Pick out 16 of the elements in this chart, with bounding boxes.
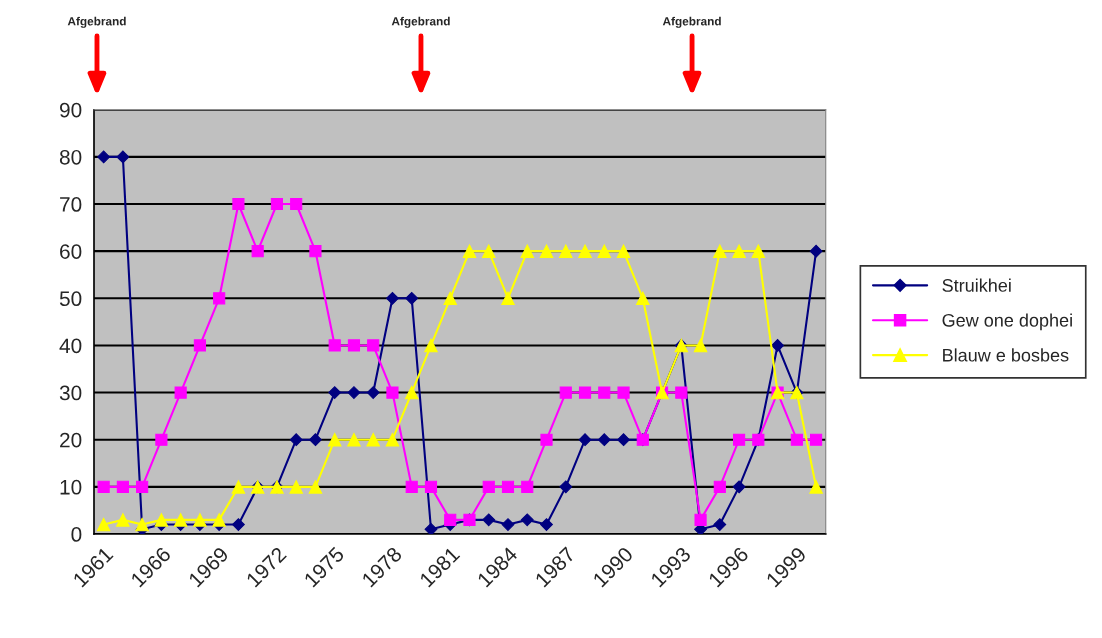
y-tick-label: 30 bbox=[59, 385, 82, 401]
text: Afgebrand bbox=[67, 16, 126, 28]
y-tick-label: 90 bbox=[60, 102, 82, 118]
text: Afgebrand bbox=[662, 16, 721, 28]
y-tick-label: 50 bbox=[59, 291, 82, 307]
y-tick-label: 80 bbox=[59, 149, 82, 165]
y-tick-label: 10 bbox=[60, 479, 82, 495]
legend-label: Struikhei bbox=[942, 278, 1011, 292]
y-tick-label: 40 bbox=[59, 338, 82, 354]
legend-label: Blauw e bosbes bbox=[943, 348, 1069, 362]
y-tick-label: 0 bbox=[71, 527, 82, 542]
y-tick-label: 70 bbox=[60, 197, 82, 212]
legend-label: Gew one dophei bbox=[942, 313, 1072, 331]
y-tick-label: 20 bbox=[60, 432, 82, 448]
text: Afgebrand bbox=[391, 16, 450, 28]
y-tick-label: 60 bbox=[60, 244, 82, 259]
